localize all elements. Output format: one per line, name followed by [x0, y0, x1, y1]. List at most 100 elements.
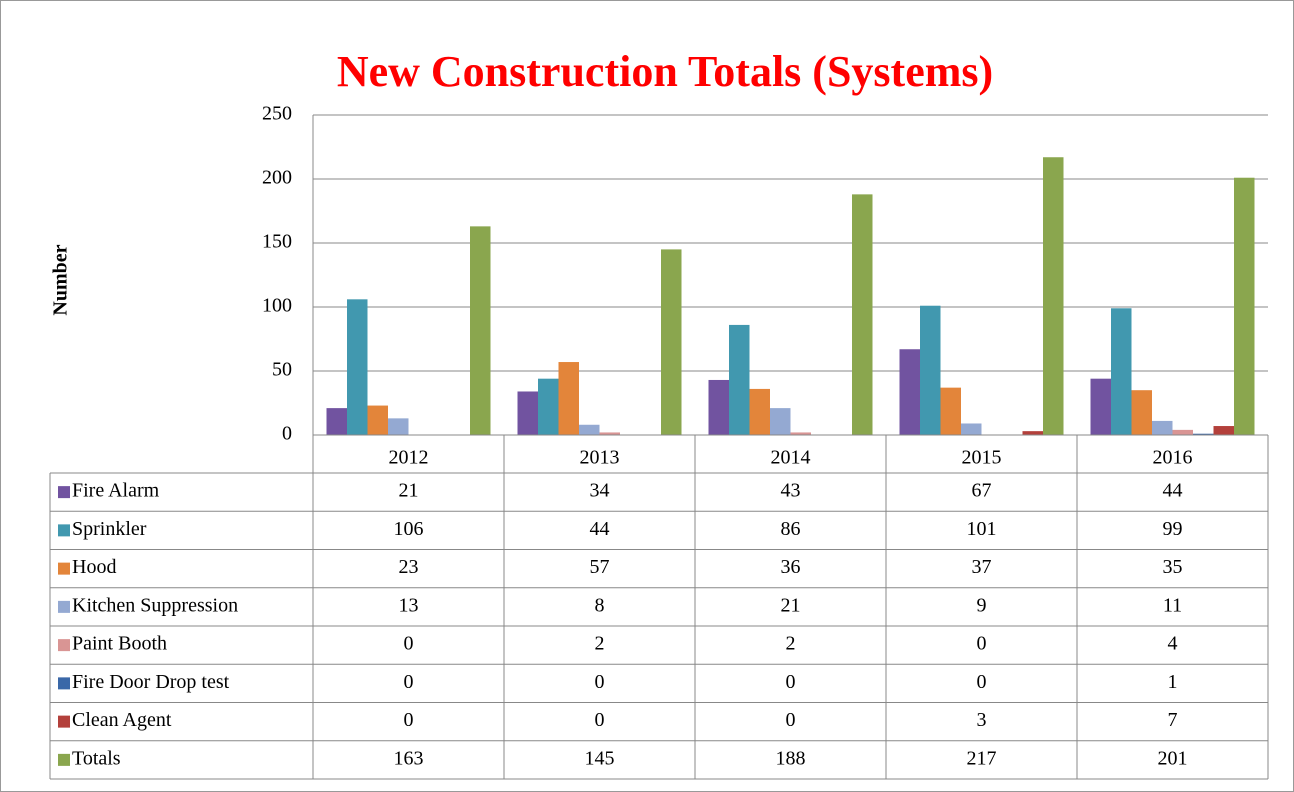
legend-label: Totals [72, 747, 121, 769]
table-value: 35 [1163, 556, 1183, 578]
table-value: 0 [977, 633, 987, 655]
legend-key [58, 524, 70, 537]
x-tick-label: 2015 [962, 447, 1002, 469]
bar [708, 379, 729, 435]
bar [388, 418, 409, 435]
bar [1131, 390, 1152, 435]
table-value: 99 [1163, 518, 1183, 540]
bar [470, 226, 491, 435]
y-tick-label: 100 [262, 295, 292, 317]
table-value: 57 [590, 556, 610, 578]
table-value: 145 [585, 747, 615, 769]
bar [538, 378, 559, 435]
table-value: 0 [404, 633, 414, 655]
table-value: 37 [972, 556, 992, 578]
bar [729, 324, 750, 435]
table-value: 188 [776, 747, 806, 769]
legend-key [58, 562, 70, 575]
table-value: 36 [781, 556, 801, 578]
bar [367, 405, 388, 435]
table-value: 44 [1163, 480, 1183, 502]
bar [749, 388, 770, 435]
table-value: 163 [394, 747, 424, 769]
bar [1090, 378, 1111, 435]
bar [1111, 308, 1132, 435]
legend-label: Paint Booth [72, 633, 167, 655]
table-value: 43 [781, 480, 801, 502]
table-value: 201 [1158, 747, 1188, 769]
table-value: 0 [595, 671, 605, 693]
legend-key [58, 753, 70, 766]
legend-label: Clean Agent [72, 709, 172, 731]
bar [579, 424, 600, 435]
y-tick-label: 200 [262, 167, 292, 189]
table-value: 101 [967, 518, 997, 540]
legend-label: Hood [72, 556, 116, 578]
legend-label: Fire Alarm [72, 480, 160, 502]
chart-title: New Construction Totals (Systems) [337, 47, 993, 96]
table-value: 2 [595, 633, 605, 655]
bar [1043, 157, 1064, 436]
bar [940, 387, 961, 435]
table-value: 23 [399, 556, 419, 578]
table-value: 0 [404, 671, 414, 693]
table-value: 67 [972, 480, 992, 502]
legend-key [58, 486, 70, 499]
x-tick-label: 2012 [389, 447, 429, 469]
bar [599, 432, 620, 435]
table-value: 86 [781, 518, 801, 540]
table-value: 13 [399, 594, 419, 616]
legend-key [58, 715, 70, 728]
bar [1213, 426, 1234, 435]
bar [899, 349, 920, 435]
bar [661, 249, 682, 435]
bar [1152, 420, 1173, 435]
legend-key [58, 600, 70, 613]
bar [920, 305, 941, 435]
bar [1193, 433, 1214, 435]
table-value: 21 [781, 594, 801, 616]
table-value: 0 [977, 671, 987, 693]
table-value: 0 [595, 709, 605, 731]
y-tick-label: 0 [282, 423, 292, 445]
table-value: 0 [404, 709, 414, 731]
table-value: 21 [399, 480, 419, 502]
bar [1234, 177, 1255, 435]
y-axis-label: Number [50, 244, 72, 315]
bar [517, 391, 538, 435]
bar [326, 408, 347, 435]
table-value: 9 [977, 594, 987, 616]
bar [852, 194, 873, 435]
table-value: 4 [1168, 633, 1178, 655]
table-value: 2 [786, 633, 796, 655]
x-tick-label: 2014 [771, 447, 811, 469]
bar [558, 362, 579, 435]
y-tick-label: 50 [272, 359, 292, 381]
table-value: 106 [394, 518, 424, 540]
bar [347, 299, 368, 435]
table-value: 0 [786, 671, 796, 693]
bar [770, 408, 791, 435]
table-value: 8 [595, 594, 605, 616]
table-value: 0 [786, 709, 796, 731]
x-tick-label: 2013 [580, 447, 620, 469]
legend-key [58, 639, 70, 652]
table-value: 11 [1163, 594, 1182, 616]
table-value: 1 [1168, 671, 1178, 693]
x-tick-label: 2016 [1153, 447, 1193, 469]
table-value: 217 [967, 747, 997, 769]
table-value: 3 [977, 709, 987, 731]
legend-label: Fire Door Drop test [72, 671, 230, 693]
table-value: 34 [590, 480, 610, 502]
bar [961, 423, 982, 435]
legend-label: Kitchen Suppression [72, 594, 238, 616]
bar [1172, 429, 1193, 435]
y-tick-label: 150 [262, 231, 292, 253]
bar [790, 432, 811, 435]
legend-key [58, 677, 70, 690]
bar [1022, 431, 1043, 435]
table-value: 7 [1168, 709, 1178, 731]
y-tick-label: 250 [262, 103, 292, 125]
